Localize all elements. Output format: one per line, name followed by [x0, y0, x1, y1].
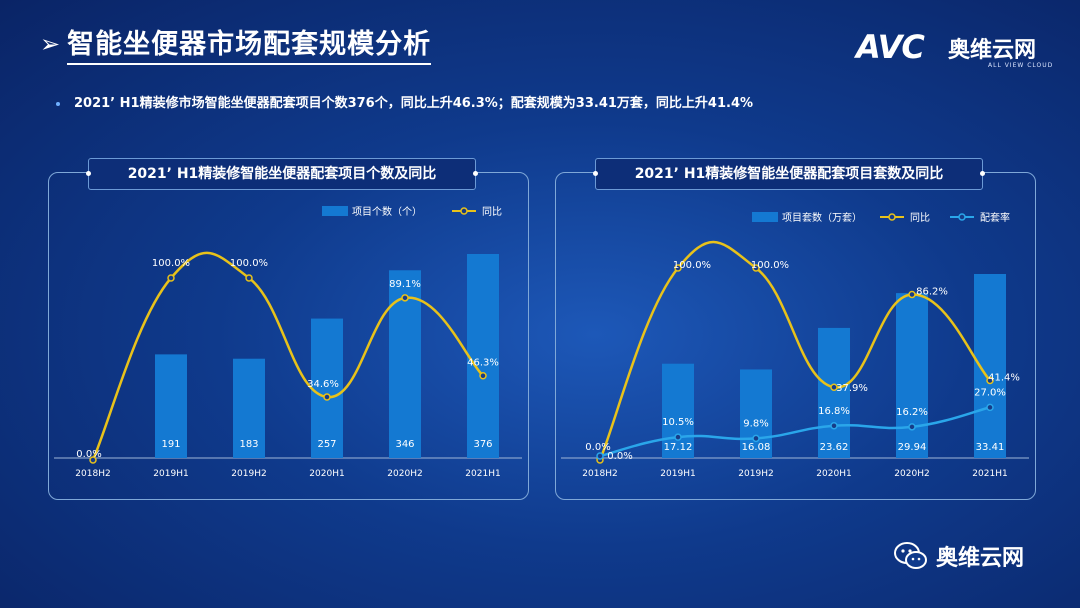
logo-avc-text: AVC — [856, 28, 925, 66]
title-dot-left — [86, 171, 91, 176]
x-tick-label: 2019H2 — [231, 469, 266, 479]
yoy-data-label: 34.6% — [307, 379, 339, 390]
yoy-point — [167, 274, 175, 282]
bar — [155, 354, 187, 458]
chart-title-left-text: 2021’ H1精装修智能坐便器配套项目个数及同比 — [127, 166, 437, 182]
chart-title-right-text: 2021’ H1精装修智能坐便器配套项目套数及同比 — [634, 166, 944, 182]
bullet-icon — [56, 101, 60, 106]
bar-value-label: 346 — [395, 439, 414, 450]
yoy-point — [479, 371, 487, 380]
yoy-data-label: 0.0% — [76, 449, 101, 460]
bar — [311, 318, 343, 458]
x-tick-label: 2018H2 — [75, 469, 110, 479]
chart-panel-right — [555, 172, 1036, 500]
legend-bar-swatch — [322, 206, 348, 216]
page-title-row: ➢ 智能坐便器市场配套规模分析 — [40, 22, 432, 65]
legend-label: 同比 — [482, 206, 502, 218]
logo-en-text: ALL VIEW CLOUD — [988, 62, 1054, 69]
yoy-data-label: 46.3% — [467, 358, 499, 369]
bar — [467, 254, 499, 458]
x-tick-label: 2020H1 — [309, 469, 344, 479]
yoy-point — [89, 456, 97, 464]
wechat-badge: 奥维云网 — [894, 540, 1024, 572]
bar-value-label: 257 — [317, 439, 336, 450]
arrow-icon: ➢ — [40, 29, 62, 58]
series-line-yoy — [91, 251, 484, 461]
logo-cn-text: 奥维云网 — [948, 38, 1037, 63]
legend-line-marker — [460, 207, 468, 215]
yoy-point — [401, 294, 409, 302]
bar-value-label: 191 — [161, 439, 180, 450]
yoy-data-label: 100.0% — [152, 258, 190, 269]
wechat-icon — [894, 542, 927, 569]
yoy-point — [323, 393, 331, 401]
title-dot-right — [980, 171, 985, 176]
bar-value-label: 183 — [239, 439, 258, 450]
page-title: 智能坐便器市场配套规模分析 — [67, 22, 432, 65]
x-tick-label: 2021H1 — [465, 469, 500, 479]
chart-title-left: 2021’ H1精装修智能坐便器配套项目个数及同比 — [86, 158, 478, 190]
chart-title-right: 2021’ H1精装修智能坐便器配套项目套数及同比 — [593, 158, 985, 190]
wechat-label: 奥维云网 — [936, 546, 1025, 571]
x-tick-label: 2019H1 — [153, 469, 188, 479]
yoy-data-label: 89.1% — [389, 279, 421, 290]
bar-value-label: 376 — [473, 439, 492, 450]
x-tick-label: 2020H2 — [387, 469, 422, 479]
summary-line: 2021’ H1精装修市场智能坐便器配套项目个数376个，同比上升46.3%；配… — [56, 92, 753, 111]
title-dot-right — [473, 171, 478, 176]
title-dot-left — [593, 171, 598, 176]
bar — [233, 358, 265, 458]
brand-logo: AVC 奥维云网 ALL VIEW CLOUD — [856, 28, 1056, 78]
legend-label: 项目个数（个） — [352, 205, 422, 218]
yoy-point — [245, 274, 253, 282]
summary-text: 2021’ H1精装修市场智能坐便器配套项目个数376个，同比上升46.3%；配… — [74, 96, 754, 111]
yoy-data-label: 100.0% — [230, 258, 268, 269]
